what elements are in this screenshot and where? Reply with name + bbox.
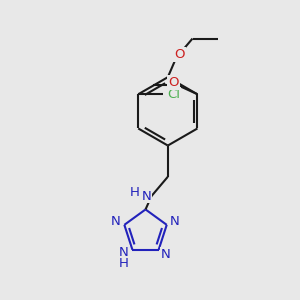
Text: N: N [170,215,180,228]
Text: H: H [129,186,139,199]
Text: O: O [168,76,179,89]
Text: N: N [111,215,121,228]
Text: N: N [161,248,171,261]
Text: O: O [175,48,185,61]
Text: H: H [119,256,129,270]
Text: N: N [119,246,129,259]
Text: N: N [141,190,151,202]
Text: Cl: Cl [167,88,180,101]
